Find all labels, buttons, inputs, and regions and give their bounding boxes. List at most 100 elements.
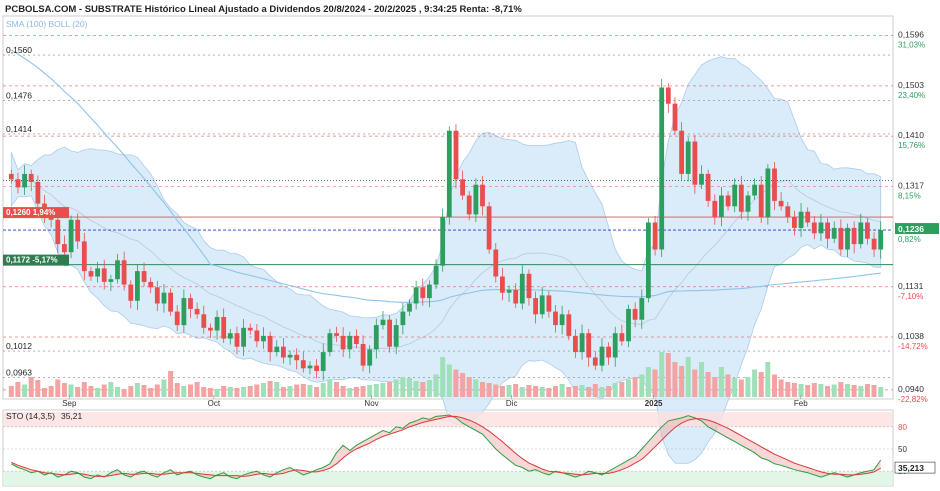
candle-body xyxy=(88,271,94,277)
price-axis-label: 0,1038 xyxy=(898,331,924,341)
price-axis-label: 0,1131 xyxy=(898,281,924,291)
volume-bar xyxy=(48,386,54,397)
candle-body xyxy=(500,276,505,293)
candle-body xyxy=(294,354,300,361)
sto-d-line xyxy=(11,415,881,477)
candle-body xyxy=(420,287,426,299)
candle-body xyxy=(566,314,572,336)
volume-bar xyxy=(188,384,193,397)
candle-body xyxy=(128,284,134,301)
volume-bar xyxy=(619,382,625,397)
volume-bar xyxy=(214,389,220,397)
volume-bar xyxy=(300,384,306,397)
volume-bar xyxy=(752,369,758,397)
candle-body xyxy=(646,222,651,299)
candle-body xyxy=(692,141,698,185)
volume-bar xyxy=(825,386,831,397)
volume-bar xyxy=(194,382,200,397)
candle-body xyxy=(221,317,227,339)
candle-body xyxy=(287,354,293,358)
volume-bar xyxy=(267,381,273,397)
sto-last-label: 35,213 xyxy=(898,463,924,473)
volume-bar xyxy=(294,384,300,397)
reference-low-label: 0,1172 -5,17% xyxy=(6,256,58,265)
volume-bar xyxy=(732,378,738,397)
candle-body xyxy=(446,130,452,218)
volume-bar xyxy=(725,374,731,397)
candle-body xyxy=(427,284,432,299)
volume-bar xyxy=(221,386,227,397)
volume-bar xyxy=(95,388,101,397)
volume-bar xyxy=(320,383,326,397)
candle-body xyxy=(48,217,54,220)
sto-k-line xyxy=(11,414,882,480)
volume-bar xyxy=(413,381,419,397)
volume-bar xyxy=(499,386,505,397)
volume-bar xyxy=(811,383,817,397)
volume-bar xyxy=(15,382,21,397)
volume-bar xyxy=(672,362,678,397)
volume-bar xyxy=(526,385,532,397)
volume-bar xyxy=(685,357,691,397)
candle-body xyxy=(247,327,253,331)
volume-bar xyxy=(460,373,466,397)
volume-bar xyxy=(22,384,28,397)
candle-body xyxy=(440,217,446,266)
candle-body xyxy=(533,298,538,315)
candle-body xyxy=(208,327,213,331)
candle-body xyxy=(579,333,585,353)
candle-body xyxy=(354,335,359,344)
candle-body xyxy=(188,298,193,309)
volume-bar xyxy=(61,383,67,397)
volume-bar xyxy=(433,374,439,397)
volume-bar xyxy=(420,382,426,397)
candle-body xyxy=(101,268,107,282)
candle-body xyxy=(274,346,280,353)
pct-label: 31,03% xyxy=(898,41,925,50)
candle-body xyxy=(373,325,379,350)
volume-bar xyxy=(134,383,140,397)
candle-body xyxy=(480,184,485,207)
candle-body xyxy=(652,222,658,250)
volume-bar xyxy=(307,385,313,397)
candle-body xyxy=(15,179,21,188)
candle-body xyxy=(486,206,492,250)
volume-bar xyxy=(280,387,286,397)
overbought-zone xyxy=(3,412,893,427)
candle-body xyxy=(234,333,240,347)
candle-body xyxy=(712,200,718,218)
candle-body xyxy=(778,200,784,207)
volume-bar xyxy=(493,384,499,397)
price-axis-label: 0,1503 xyxy=(898,80,924,90)
left-level-label: 0,0963 xyxy=(6,367,32,377)
volume-bar xyxy=(566,387,572,397)
candle-body xyxy=(719,195,724,218)
candle-body xyxy=(108,279,114,282)
candle-body xyxy=(387,319,392,347)
candle-body xyxy=(679,130,684,174)
x-label: Nov xyxy=(364,399,378,408)
candle-body xyxy=(559,314,565,326)
volume-bar xyxy=(612,383,618,397)
candle-body xyxy=(539,295,545,315)
volume-bar xyxy=(287,386,293,397)
volume-bar xyxy=(340,386,346,397)
volume-bar xyxy=(88,386,94,397)
volume-bar xyxy=(553,386,558,397)
volume-bar xyxy=(241,387,247,397)
candle-body xyxy=(632,308,638,320)
candle-body xyxy=(519,273,525,304)
volume-bar xyxy=(845,384,850,397)
candle-body xyxy=(738,184,744,212)
price-axis-label: 0,1317 xyxy=(898,180,924,190)
bollinger-middle xyxy=(11,178,881,350)
candle-body xyxy=(28,173,34,182)
volume-bar xyxy=(207,388,213,397)
volume-bar xyxy=(665,353,671,397)
volume-bar xyxy=(274,382,280,397)
candle-body xyxy=(300,360,306,369)
volume-bar xyxy=(699,362,704,397)
candle-body xyxy=(798,211,804,228)
